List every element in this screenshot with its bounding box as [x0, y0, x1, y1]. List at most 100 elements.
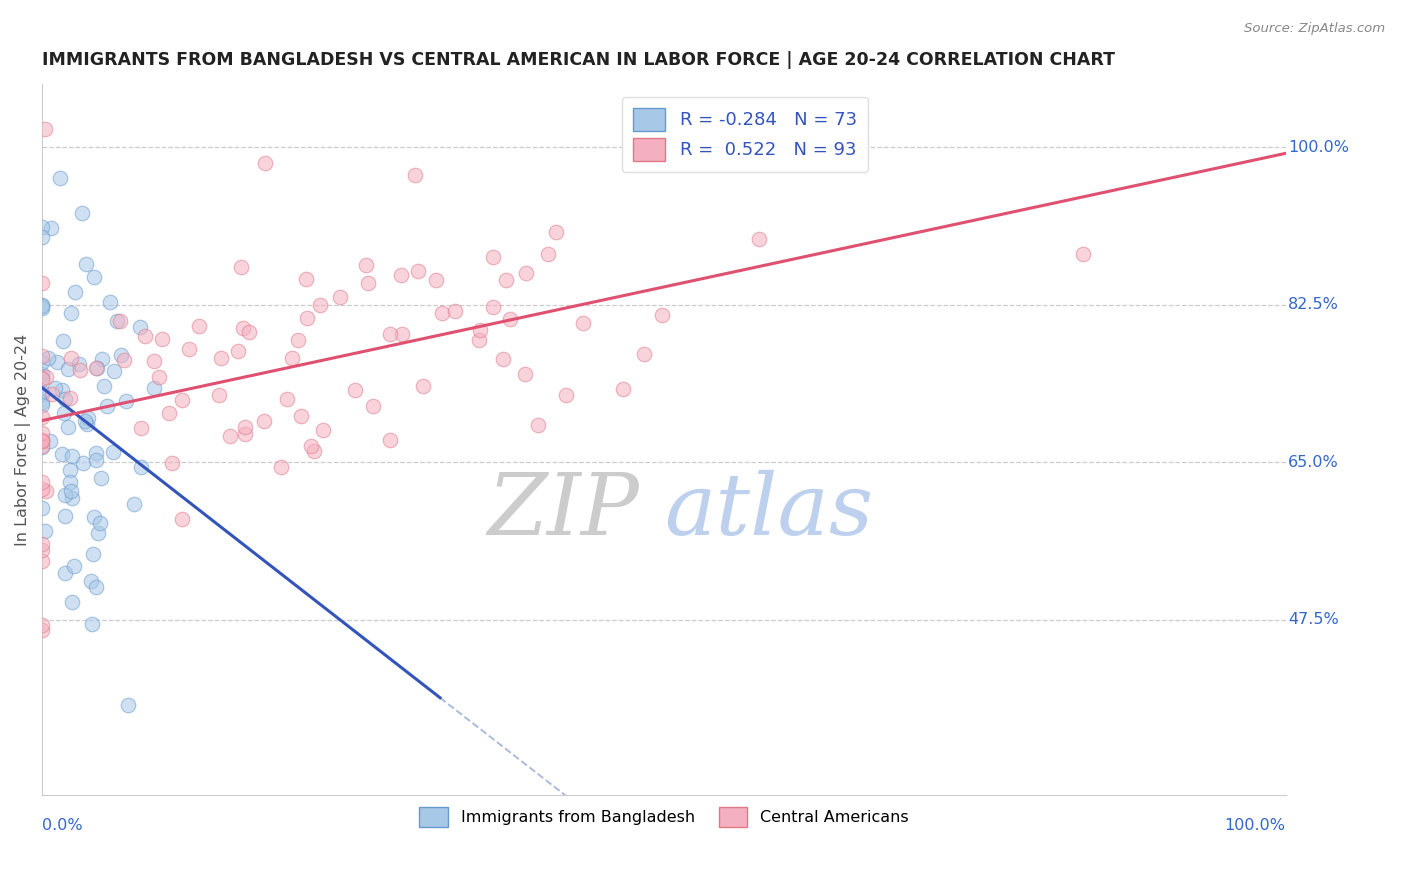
Point: [31, 276, 53, 290]
Point: [82, 548, 104, 562]
Point: [63, 285, 86, 299]
Point: [537, 247, 560, 261]
Point: [35, 483, 58, 498]
Point: [31, 543, 53, 558]
Point: [209, 351, 232, 365]
Point: [281, 351, 304, 366]
Point: [527, 417, 550, 432]
Point: [229, 260, 252, 275]
Text: IMMIGRANTS FROM BANGLADESH VS CENTRAL AMERICAN IN LABOR FORCE | AGE 20-24 CORREL: IMMIGRANTS FROM BANGLADESH VS CENTRAL AM…: [42, 51, 1115, 69]
Point: [492, 352, 515, 367]
Point: [37, 351, 59, 365]
Point: [31, 618, 53, 632]
Point: [80, 574, 103, 588]
Point: [270, 459, 292, 474]
Point: [468, 324, 491, 338]
Point: [361, 399, 384, 413]
Point: [56, 362, 79, 376]
Point: [129, 320, 152, 334]
Point: [495, 272, 517, 286]
Point: [31, 623, 53, 637]
Point: [31, 537, 53, 551]
Point: [52, 334, 75, 349]
Point: [93, 379, 115, 393]
Point: [35, 369, 58, 384]
Point: [41, 387, 63, 401]
Point: [238, 325, 260, 339]
Point: [69, 363, 91, 377]
Point: [295, 272, 318, 286]
Point: [31, 299, 53, 313]
Text: 0.0%: 0.0%: [42, 818, 83, 833]
Point: [53, 566, 76, 581]
Point: [63, 558, 86, 573]
Point: [84, 453, 107, 467]
Legend: Immigrants from Bangladesh, Central Americans: Immigrants from Bangladesh, Central Amer…: [412, 800, 915, 834]
Point: [31, 426, 53, 441]
Point: [59, 391, 82, 405]
Point: [134, 329, 156, 343]
Point: [72, 456, 94, 470]
Point: [60, 595, 83, 609]
Point: [177, 342, 200, 356]
Point: [389, 268, 412, 282]
Point: [112, 352, 135, 367]
Point: [554, 388, 576, 402]
Point: [31, 367, 53, 381]
Point: [31, 372, 53, 386]
Point: [31, 500, 53, 515]
Point: [571, 316, 593, 330]
Point: [287, 333, 309, 347]
Point: [143, 381, 166, 395]
Point: [546, 225, 568, 239]
Point: [188, 318, 211, 333]
Point: [75, 414, 97, 428]
Point: [129, 459, 152, 474]
Text: 100.0%: 100.0%: [1225, 818, 1285, 833]
Point: [218, 429, 240, 443]
Point: [84, 446, 107, 460]
Point: [499, 312, 522, 326]
Point: [208, 388, 231, 402]
Point: [89, 516, 111, 530]
Point: [309, 298, 332, 312]
Point: [53, 488, 76, 502]
Point: [253, 156, 276, 170]
Point: [84, 360, 107, 375]
Point: [31, 395, 53, 409]
Text: atlas: atlas: [664, 469, 873, 552]
Point: [105, 314, 128, 328]
Point: [34, 121, 56, 136]
Point: [172, 392, 194, 407]
Point: [148, 369, 170, 384]
Point: [612, 382, 634, 396]
Point: [39, 221, 62, 235]
Point: [406, 263, 429, 277]
Text: ZIP: ZIP: [486, 469, 638, 552]
Point: [31, 434, 53, 448]
Point: [77, 410, 100, 425]
Point: [91, 351, 114, 366]
Point: [75, 257, 97, 271]
Point: [60, 491, 83, 505]
Point: [391, 327, 413, 342]
Point: [233, 420, 256, 434]
Point: [432, 306, 454, 320]
Point: [84, 580, 107, 594]
Point: [290, 409, 312, 423]
Point: [31, 298, 53, 312]
Point: [53, 406, 76, 420]
Point: [122, 498, 145, 512]
Point: [31, 434, 53, 449]
Point: [31, 230, 53, 244]
Point: [150, 332, 173, 346]
Point: [276, 392, 298, 406]
Point: [515, 266, 537, 280]
Point: [31, 371, 53, 385]
Point: [481, 300, 503, 314]
Point: [404, 169, 426, 183]
Text: Source: ZipAtlas.com: Source: ZipAtlas.com: [1244, 22, 1385, 36]
Point: [114, 394, 136, 409]
Point: [98, 295, 121, 310]
Point: [59, 463, 82, 477]
